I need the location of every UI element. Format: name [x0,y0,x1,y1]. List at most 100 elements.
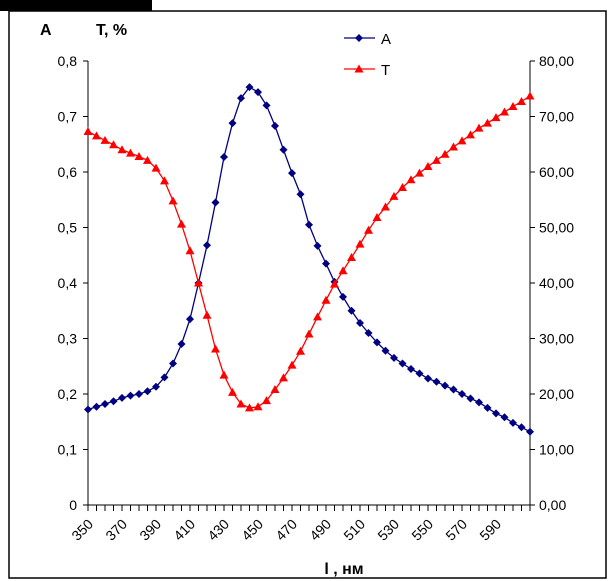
data-point-T [270,385,280,394]
data-point-T [364,225,373,234]
data-point-A [381,346,390,355]
data-point-A [296,190,305,199]
data-point-T [406,175,416,184]
right-y-tick-label: 10,00 [539,442,574,458]
data-point-T [491,113,501,122]
data-point-T [432,155,441,164]
data-point-A [347,306,356,315]
left-y-tick-label: 0,2 [58,386,78,402]
data-point-A [356,318,364,327]
left-y-tick-label: 0,6 [58,164,78,180]
right-y-tick-label: 80,00 [539,53,574,69]
data-point-A [313,241,322,250]
data-point-A [526,427,534,436]
data-point-T [389,191,399,200]
data-point-T [151,163,161,172]
left-y-tick-label: 0,1 [58,442,78,458]
right-y-tick-label: 50,00 [539,220,574,236]
data-point-A [84,405,92,414]
data-point-T [457,136,467,145]
right-y-tick-label: 40,00 [539,275,574,291]
data-point-A [373,338,381,347]
legend: AT [344,31,391,79]
data-point-T [423,161,433,170]
right-axis-title: T, % [96,22,127,39]
left-y-tick-label: 0,3 [58,331,78,347]
data-point-T [449,142,458,151]
data-point-A [492,409,500,418]
data-point-A [211,198,220,207]
left-y-tick-label: 0,7 [58,109,78,125]
data-point-A [177,340,186,349]
data-point-T [525,91,535,100]
data-point-T [262,396,271,405]
data-point-T [253,402,263,411]
left-y-tick-label: 0,4 [58,275,78,291]
data-point-T [134,151,144,160]
data-point-A [254,88,262,97]
data-point-A [160,373,169,382]
data-point-A [126,391,135,400]
data-point-A [390,353,398,362]
right-y-tick-label: 60,00 [539,164,574,180]
data-point-A [424,374,432,383]
data-point-T [287,360,297,369]
data-point-T [177,219,186,228]
left-y-tick-label: 0 [69,497,77,513]
data-point-T [398,183,407,192]
data-point-T [236,399,246,408]
data-point-T [330,279,339,288]
data-point-T [415,168,424,177]
data-point-A [288,169,296,178]
data-point-A [118,393,126,402]
data-point-A [509,418,517,427]
data-point-T [219,370,229,379]
data-point-T [109,140,118,149]
data-point-T [355,239,365,248]
data-point-T [100,135,110,144]
data-point-T [279,373,288,382]
data-point-T [321,295,331,304]
legend-marker-T [354,64,364,73]
data-point-T [143,155,152,164]
data-point-T [228,387,237,396]
legend-label-A: A [381,31,391,48]
data-point-A [279,145,288,154]
left-y-tick-label: 0,8 [58,53,78,69]
data-point-T [211,344,220,353]
data-point-A [339,292,347,301]
data-point-T [508,102,518,111]
data-point-T [92,131,101,140]
data-point-A [500,413,509,422]
data-point-T [194,278,203,287]
data-point-T [313,312,322,321]
data-point-A [271,121,279,130]
title-black-tab [0,0,152,11]
right-y-tick-label: 20,00 [539,386,574,402]
left-y-tick-label: 0,5 [58,220,78,236]
data-point-T [338,266,348,275]
data-point-A [517,423,526,432]
data-point-A [415,369,424,378]
data-point-A [186,315,194,324]
data-point-T [202,310,212,319]
x-axis-title: l , нм [324,561,363,578]
data-point-A [466,394,475,403]
right-y-tick-label: 0,00 [539,497,566,513]
right-y-tick-label: 70,00 [539,109,574,125]
data-point-A [220,153,228,162]
data-point-T [160,176,169,185]
data-point-A [245,83,254,92]
data-point-A [262,101,271,110]
data-point-A [449,385,458,394]
data-point-T [168,196,178,205]
data-point-T [296,346,305,355]
data-point-T [466,130,475,139]
left-axis-title: A [40,22,52,39]
data-point-T [474,123,484,132]
data-point-T [500,107,509,116]
data-point-A [109,397,118,406]
data-point-A [152,382,160,391]
data-point-A [203,241,211,250]
